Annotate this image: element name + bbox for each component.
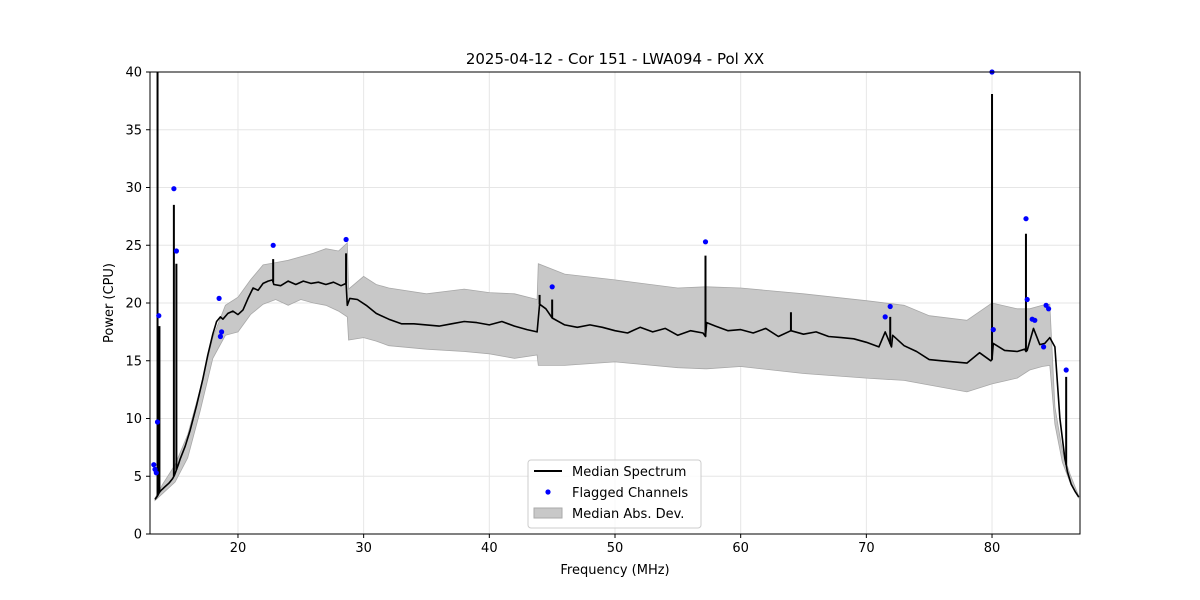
legend-swatch-mad (533, 507, 563, 519)
x-tick-label: 30 (355, 541, 372, 556)
x-tick-label: 80 (984, 541, 1001, 556)
y-tick-label: 40 (125, 66, 142, 81)
y-tick-label: 10 (125, 412, 142, 427)
x-axis-label: Frequency (MHz) (560, 563, 669, 578)
y-tick-label: 25 (125, 239, 142, 254)
legend-label-mad: Median Abs. Dev. (572, 507, 684, 522)
flagged-channel-point (990, 327, 996, 333)
x-axis-ticks: 20 30 40 50 60 70 80 (230, 534, 1001, 556)
x-tick-label: 60 (732, 541, 749, 556)
flagged-channel-point (882, 314, 888, 320)
chart-title: 2025-04-12 - Cor 151 - LWA094 - Pol XX (466, 50, 764, 68)
mad-band (154, 242, 1080, 502)
legend-swatch-flagged-channels (545, 489, 551, 495)
flagged-channel-point (154, 419, 161, 425)
flagged-channel-point (1063, 367, 1069, 373)
y-tick-label: 35 (125, 123, 142, 138)
flagged-channel-point (549, 284, 555, 290)
x-tick-label: 20 (230, 541, 247, 556)
flagged-channel-point (343, 236, 349, 243)
x-tick-label: 40 (481, 541, 498, 556)
flagged-channel-point (151, 462, 157, 468)
y-axis-label: Power (CPU) (102, 263, 117, 343)
x-tick-label: 50 (607, 541, 624, 556)
flagged-channel-point (171, 186, 177, 192)
y-tick-label: 20 (125, 297, 142, 312)
legend-box (527, 459, 702, 529)
y-tick-label: 5 (134, 470, 142, 485)
flagged-channel-point (219, 329, 225, 335)
median-line-layer (154, 279, 1080, 500)
y-tick-label: 15 (125, 354, 142, 369)
flagged-channel-point (702, 239, 709, 245)
flagged-channel-point (216, 295, 222, 301)
flagged-channel-point (1041, 344, 1047, 350)
x-tick-label: 70 (858, 541, 875, 556)
median-spectrum-line (154, 279, 1080, 500)
flagged-channel-point (887, 303, 893, 310)
y-tick-label: 30 (125, 181, 142, 196)
spike-layer (156, 72, 1068, 496)
mad-band-layer (154, 242, 1080, 502)
flagged-channel-point (173, 248, 179, 254)
y-axis-ticks: 0 5 10 15 20 25 30 35 40 (125, 66, 150, 543)
flagged-channel-point (1023, 216, 1029, 222)
flagged-channel-point (217, 333, 223, 340)
flagged-channel-point (1046, 306, 1052, 312)
flagged-channel-point (153, 470, 159, 476)
flagged-channel-point (156, 313, 162, 319)
y-tick-label: 0 (134, 528, 142, 543)
flagged-channel-point (1032, 317, 1038, 323)
flagged-channel-point (270, 242, 276, 248)
legend: Median Spectrum Flagged Channels Median … (527, 459, 702, 529)
legend-label-median-spectrum: Median Spectrum (572, 465, 686, 480)
flagged-channel-point (1024, 296, 1030, 303)
flagged-points-layer (151, 69, 1069, 476)
legend-label-flagged-channels: Flagged Channels (572, 486, 688, 501)
